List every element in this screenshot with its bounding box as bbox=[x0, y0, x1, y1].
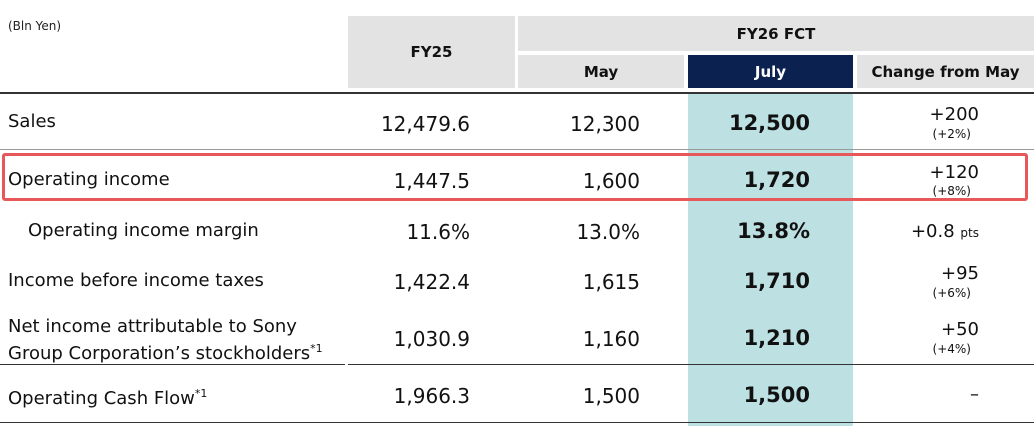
sales-fy25: 12,479.6 bbox=[380, 112, 470, 136]
margin-fy25: 11.6% bbox=[406, 220, 470, 244]
row-label-operating-income: Operating income bbox=[8, 169, 170, 190]
margin-change: +0.8 pts bbox=[857, 221, 979, 242]
income-before-taxes-change: +95 bbox=[941, 263, 979, 284]
row-label-income-before-taxes: Income before income taxes bbox=[8, 270, 264, 291]
margin-july: 13.8% bbox=[737, 219, 810, 243]
operating-income-change: +120 bbox=[929, 162, 979, 183]
july-column-highlight bbox=[688, 93, 853, 426]
unit-note: (Bln Yen) bbox=[8, 19, 62, 33]
operating-cash-flow-footnote: *1 bbox=[194, 387, 208, 400]
operating-cash-flow-fy25: 1,966.3 bbox=[393, 384, 470, 408]
operating-income-may: 1,600 bbox=[582, 169, 640, 193]
operating-cash-flow-change: – bbox=[970, 384, 979, 405]
net-income-label-line2-text: Group Corporation’s stockholders bbox=[8, 343, 311, 364]
margin-may: 13.0% bbox=[576, 220, 640, 244]
net-income-label-line2: Group Corporation’s stockholders*1 bbox=[8, 338, 323, 365]
row-divider bbox=[0, 149, 1034, 150]
net-income-may: 1,160 bbox=[582, 327, 640, 351]
row-divider bbox=[348, 364, 1034, 365]
row-label-sales: Sales bbox=[8, 111, 56, 132]
operating-cash-flow-may: 1,500 bbox=[582, 384, 640, 408]
header-may: May bbox=[518, 55, 684, 88]
sales-change: +200 bbox=[929, 104, 979, 125]
row-label-operating-cash-flow: Operating Cash Flow*1 bbox=[8, 383, 207, 410]
net-income-fy25: 1,030.9 bbox=[393, 327, 470, 351]
sales-may: 12,300 bbox=[570, 112, 640, 136]
operating-income-july: 1,720 bbox=[743, 168, 810, 192]
row-label-operating-income-margin: Operating income margin bbox=[28, 220, 259, 241]
row-label-net-income: Net income attributable to Sony Group Co… bbox=[8, 316, 323, 365]
income-before-taxes-fy25: 1,422.4 bbox=[393, 270, 470, 294]
net-income-change-pct: (+4%) bbox=[932, 342, 971, 356]
margin-change-value: +0.8 bbox=[910, 221, 955, 242]
sales-july: 12,500 bbox=[728, 111, 810, 135]
operating-cash-flow-label-text: Operating Cash Flow bbox=[8, 388, 195, 409]
margin-change-unit: pts bbox=[960, 226, 979, 240]
operating-income-highlight-box bbox=[2, 153, 1028, 201]
header-change-from-may: Change from May bbox=[857, 55, 1034, 88]
row-divider bbox=[0, 364, 345, 365]
table-bottom-rule bbox=[0, 422, 1034, 423]
income-before-taxes-change-pct: (+6%) bbox=[932, 286, 971, 300]
operating-cash-flow-july: 1,500 bbox=[743, 383, 810, 407]
net-income-footnote: *1 bbox=[310, 342, 323, 355]
net-income-change: +50 bbox=[941, 319, 979, 340]
income-before-taxes-july: 1,710 bbox=[743, 269, 810, 293]
header-divider bbox=[0, 92, 1034, 94]
net-income-label-line1: Net income attributable to Sony bbox=[8, 316, 297, 337]
net-income-july: 1,210 bbox=[743, 326, 810, 350]
header-fy25: FY25 bbox=[348, 16, 515, 88]
header-july: July bbox=[688, 55, 853, 88]
header-fy26-fct: FY26 FCT bbox=[518, 16, 1034, 51]
income-before-taxes-may: 1,615 bbox=[582, 270, 640, 294]
sales-change-pct: (+2%) bbox=[932, 127, 971, 141]
operating-income-fy25: 1,447.5 bbox=[393, 169, 470, 193]
operating-income-change-pct: (+8%) bbox=[932, 184, 971, 198]
